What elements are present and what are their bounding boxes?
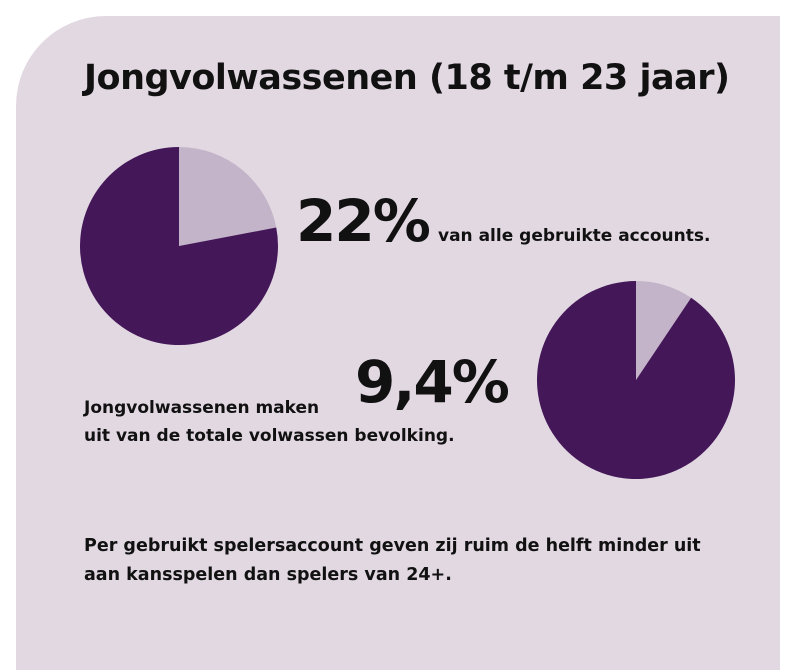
note-line2: aan kansspelen dan spelers van 24+. (84, 565, 452, 585)
stat-population-value: 9,4% (355, 348, 510, 416)
page-title: Jongvolwassenen (18 t/m 23 jaar) (84, 58, 730, 98)
pie-slice-1 (80, 147, 278, 345)
note-text: Per gebruikt spelersaccount geven zij ru… (84, 532, 701, 590)
stat-accounts-value: 22% (296, 187, 431, 255)
pie-chart-population (537, 281, 735, 479)
stat-population-line2: uit van de totale volwassen bevolking. (84, 426, 455, 446)
pie-slice-0 (636, 281, 692, 380)
pie-chart-accounts (80, 147, 278, 345)
pie-slice-0 (179, 147, 277, 246)
note-line1: Per gebruikt spelersaccount geven zij ru… (84, 536, 701, 556)
pie-slice-1 (537, 281, 735, 479)
stat-population-line1: Jongvolwassenen maken (84, 398, 320, 418)
stat-accounts-text: van alle gebruikte accounts. (438, 226, 711, 246)
stat-population-text: Jongvolwassenen maken uit van de totale … (84, 394, 455, 450)
